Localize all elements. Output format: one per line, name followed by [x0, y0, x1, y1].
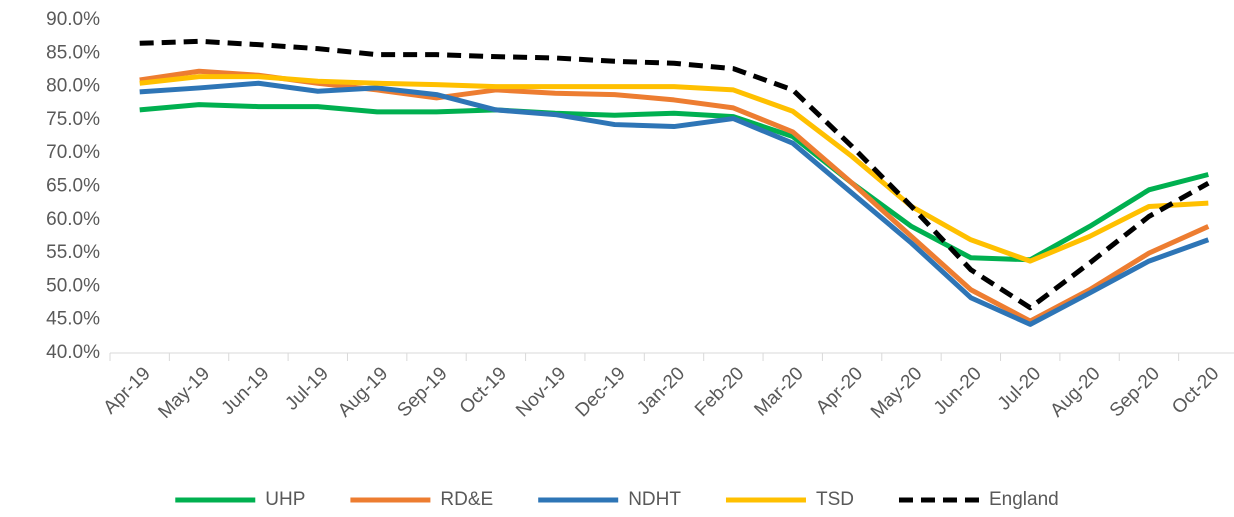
y-tick-label: 70.0% — [46, 142, 100, 163]
x-tick-label: Oct-19 — [456, 363, 511, 418]
x-tick-label: Apr-20 — [812, 363, 867, 418]
x-tick-label: Jan-20 — [633, 363, 689, 419]
series-line — [139, 38, 1210, 311]
x-tick-label: Aug-19 — [334, 363, 392, 421]
series-line — [139, 80, 1210, 327]
y-tick-label: 65.0% — [46, 176, 100, 197]
x-tick-label: May-19 — [154, 363, 214, 423]
x-tick-label: Apr-19 — [100, 363, 155, 418]
x-tick-label: Jul-20 — [994, 363, 1045, 414]
legend-label: NDHT — [628, 489, 681, 510]
x-tick-label: Jun-20 — [930, 363, 986, 419]
y-tick-label: 50.0% — [46, 275, 100, 296]
x-tick-label: Aug-20 — [1046, 363, 1104, 421]
x-tick-label: Feb-20 — [691, 363, 748, 420]
legend-label: TSD — [816, 489, 854, 510]
x-tick-label: Nov-19 — [512, 363, 570, 421]
y-tick-label: 60.0% — [46, 209, 100, 230]
series-line — [139, 74, 1209, 264]
x-tick-label: May-20 — [867, 363, 927, 423]
x-tick-label: Jun-19 — [218, 363, 274, 419]
y-tick-label: 40.0% — [46, 342, 100, 363]
y-tick-label: 85.0% — [46, 42, 100, 63]
y-tick-label: 75.0% — [46, 109, 100, 130]
x-tick-label: Sep-20 — [1106, 363, 1164, 421]
x-tick-label: Sep-19 — [393, 363, 451, 421]
x-tick-label: Mar-20 — [750, 363, 807, 420]
legend-label: England — [989, 489, 1059, 510]
y-tick-label: 55.0% — [46, 242, 100, 263]
legend-label: UHP — [265, 489, 305, 510]
legend-label: RD&E — [440, 489, 493, 510]
x-tick-label: Jul-19 — [281, 363, 332, 414]
x-tick-label: Dec-19 — [572, 363, 630, 421]
x-tick-label: Oct-20 — [1168, 363, 1223, 418]
y-tick-label: 90.0% — [46, 9, 100, 30]
y-tick-label: 80.0% — [46, 76, 100, 97]
y-tick-label: 45.0% — [46, 309, 100, 330]
